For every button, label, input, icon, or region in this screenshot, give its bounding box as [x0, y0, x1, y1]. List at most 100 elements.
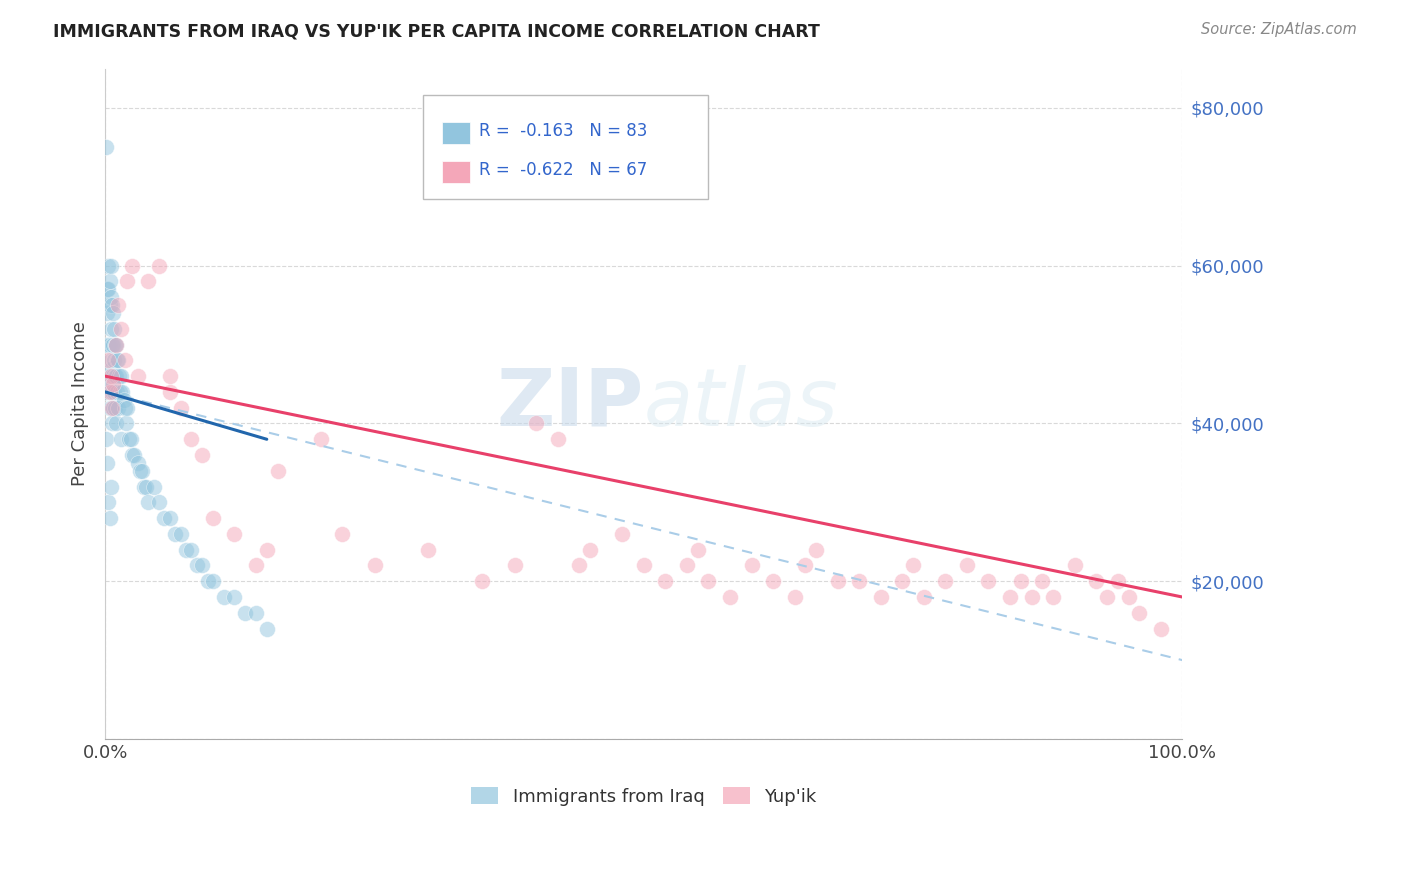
Point [114, 417, 136, 431]
Text: Source: ZipAtlas.com: Source: ZipAtlas.com [1201, 22, 1357, 37]
FancyBboxPatch shape [443, 122, 471, 145]
Point [98, 337, 121, 351]
Point [891, 574, 914, 589]
Point [256, 542, 278, 557]
Point [136, 275, 159, 289]
Point [804, 542, 827, 557]
Point [100, 298, 122, 312]
FancyBboxPatch shape [443, 161, 471, 183]
Text: R =  -0.163   N = 83: R = -0.163 N = 83 [479, 122, 647, 140]
Point [612, 527, 634, 541]
Point [135, 480, 157, 494]
Point [1150, 622, 1173, 636]
Point [912, 590, 935, 604]
Point [103, 322, 125, 336]
Point [96, 140, 118, 154]
Point [127, 456, 149, 470]
Point [114, 401, 136, 415]
Point [191, 558, 214, 573]
Point [97, 282, 120, 296]
Point [100, 417, 122, 431]
Point [115, 275, 138, 289]
Point [103, 384, 125, 399]
Point [100, 361, 122, 376]
Point [654, 574, 676, 589]
Point [1085, 574, 1108, 589]
Point [1042, 590, 1064, 604]
Point [97, 377, 120, 392]
Point [977, 574, 1000, 589]
Point [121, 448, 143, 462]
Point [104, 401, 127, 415]
Point [105, 384, 128, 399]
Point [96, 306, 118, 320]
Point [794, 558, 817, 573]
Point [100, 337, 122, 351]
Point [159, 511, 181, 525]
Point [503, 558, 526, 573]
Point [148, 495, 170, 509]
Point [121, 259, 143, 273]
Point [169, 401, 191, 415]
Point [165, 527, 187, 541]
Point [104, 369, 127, 384]
Point [191, 448, 214, 462]
Point [104, 337, 127, 351]
Point [1107, 574, 1129, 589]
Point [142, 480, 165, 494]
Point [110, 432, 132, 446]
Point [105, 353, 128, 368]
Point [100, 259, 122, 273]
Y-axis label: Per Capita Income: Per Capita Income [72, 321, 89, 486]
Point [115, 401, 138, 415]
Point [524, 417, 547, 431]
Point [101, 337, 124, 351]
Point [1128, 606, 1150, 620]
Point [471, 574, 494, 589]
Point [112, 392, 135, 407]
Point [114, 353, 136, 368]
Point [1063, 558, 1085, 573]
Point [783, 590, 806, 604]
Point [180, 542, 202, 557]
Point [1031, 574, 1053, 589]
Point [100, 290, 122, 304]
Point [245, 606, 267, 620]
Point [547, 432, 569, 446]
Point [98, 275, 121, 289]
Point [159, 369, 181, 384]
Point [201, 574, 224, 589]
Point [124, 448, 146, 462]
Text: IMMIGRANTS FROM IRAQ VS YUP'IK PER CAPITA INCOME CORRELATION CHART: IMMIGRANTS FROM IRAQ VS YUP'IK PER CAPIT… [53, 22, 820, 40]
Point [98, 511, 121, 525]
Point [96, 456, 118, 470]
Point [110, 369, 132, 384]
Legend: Immigrants from Iraq, Yup'ik: Immigrants from Iraq, Yup'ik [464, 780, 824, 813]
Point [101, 401, 124, 415]
Point [201, 511, 224, 525]
Point [1095, 590, 1118, 604]
Point [197, 574, 219, 589]
Point [934, 574, 956, 589]
Point [107, 401, 129, 415]
Point [96, 337, 118, 351]
Point [256, 622, 278, 636]
Point [686, 542, 709, 557]
Point [579, 542, 602, 557]
Point [1118, 590, 1140, 604]
Point [100, 384, 122, 399]
Point [869, 590, 891, 604]
Point [101, 306, 124, 320]
Point [96, 384, 118, 399]
Point [127, 369, 149, 384]
Point [98, 369, 121, 384]
Point [98, 401, 121, 415]
Point [309, 432, 332, 446]
Point [100, 480, 122, 494]
Point [697, 574, 720, 589]
Point [118, 432, 141, 446]
Point [224, 527, 246, 541]
Point [101, 369, 124, 384]
Point [153, 511, 176, 525]
FancyBboxPatch shape [423, 95, 709, 199]
